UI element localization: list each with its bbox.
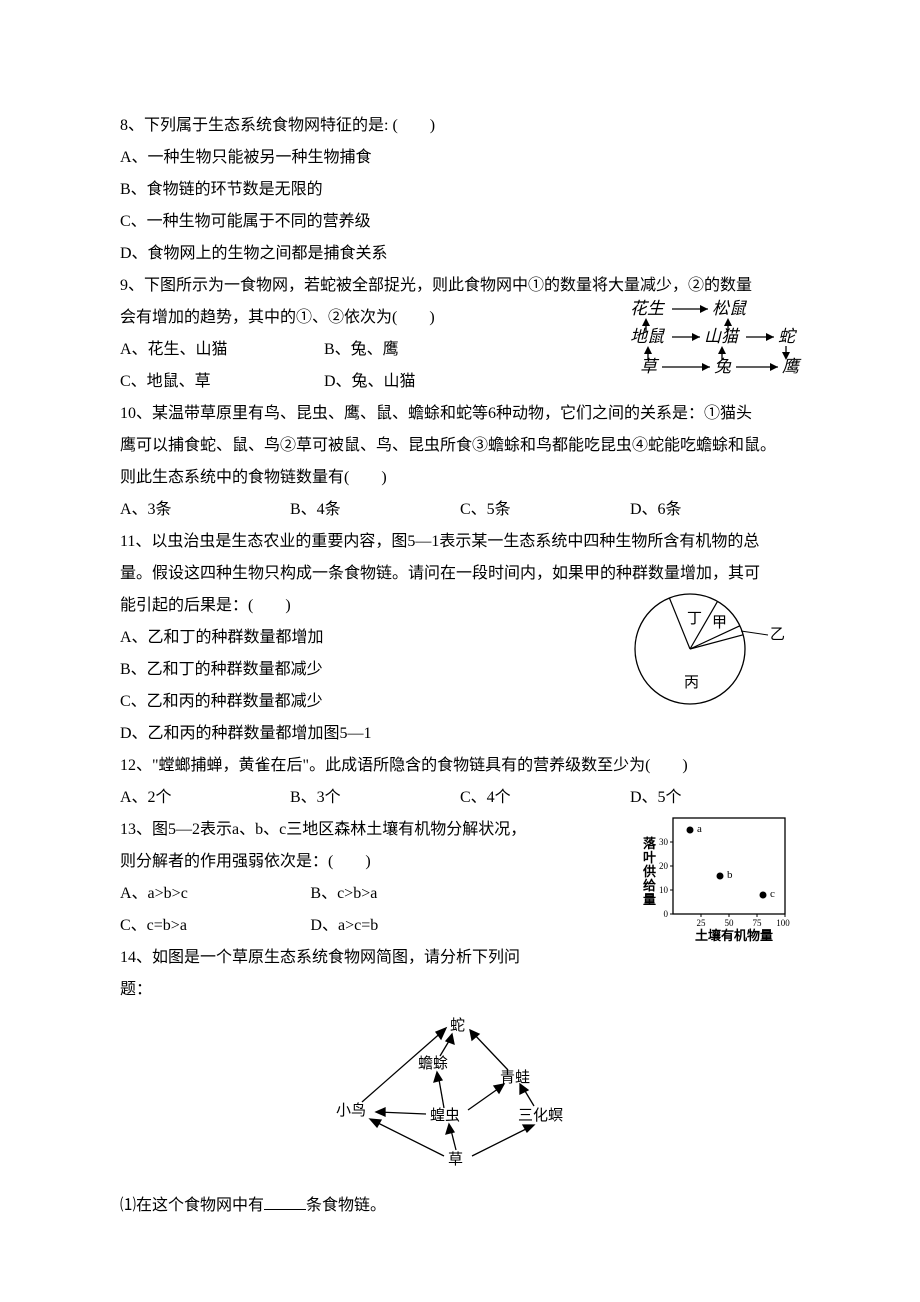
question-13: 13、图5—2表示a、b、c三地区森林土壤有机物分解状况， 则分解者的作用强弱依… — [120, 814, 800, 942]
q12-opt-b: B、3个 — [290, 782, 460, 814]
pie-label-ding: 丁 — [687, 611, 702, 627]
q9-foodweb-diagram: 花生 松鼠 地鼠 山猫 蛇 草 兔 — [600, 298, 800, 392]
svg-text:100: 100 — [776, 918, 790, 928]
q10-stem-2: 鹰可以捕食蛇、鼠、鸟②草可被鼠、鸟、昆虫所食③蟾蜍和鸟都能吃昆虫④蛇能吃蟾蜍和鼠… — [120, 430, 800, 462]
q13-opt-a: A、a>b>c — [120, 878, 310, 910]
q14-foodweb-diagram: 蛇 蟾蜍 青蛙 小鸟 蝗虫 三化螟 草 — [120, 1012, 800, 1184]
svg-text:25: 25 — [697, 918, 707, 928]
q9-opt-b: B、兔、鹰 — [324, 334, 528, 366]
question-11: 11、以虫治虫是生态农业的重要内容，图5—1表示某一生态系统中四种生物所含有机物… — [120, 526, 800, 750]
node-huangchong: 蝗虫 — [430, 1107, 460, 1124]
node-she: 蛇 — [450, 1017, 465, 1034]
q11-opt-c: C、乙和丙的种群数量都减少 — [120, 686, 528, 718]
pie-label-yi: 乙 — [770, 627, 785, 643]
q8-opt-d: D、食物网上的生物之间都是捕食关系 — [120, 238, 800, 270]
q14-sub1-after: 条食物链。 — [306, 1197, 386, 1214]
q13-options-row2: C、c=b>a D、a>c=b — [120, 910, 501, 942]
svg-text:75: 75 — [753, 918, 763, 928]
q8-options: A、一种生物只能被另一种生物捕食 B、食物链的环节数是无限的 C、一种生物可能属… — [120, 142, 800, 270]
node-chanchu: 蟾蜍 — [418, 1055, 448, 1072]
svg-text:叶: 叶 — [643, 850, 656, 865]
q8-opt-b: B、食物链的环节数是无限的 — [120, 174, 800, 206]
q8-opt-a: A、一种生物只能被另一种生物捕食 — [120, 142, 800, 174]
q10-opt-b: B、4条 — [290, 494, 460, 526]
question-14: 14、如图是一个草原生态系统食物网简图，请分析下列问 题： 蛇 蟾蜍 青蛙 小鸟… — [120, 942, 800, 1222]
pie-label-bing: 丙 — [684, 675, 699, 691]
q10-opt-c: C、5条 — [460, 494, 630, 526]
node-sanhuaming: 三化螟 — [518, 1107, 563, 1124]
question-10: 10、某温带草原里有鸟、昆虫、鹰、鼠、蟾蜍和蛇等6种动物，它们之间的关系是：①猫… — [120, 398, 800, 526]
node-cao: 草 — [448, 1151, 463, 1168]
node-peanut: 花生 — [630, 299, 666, 318]
q9-options-row2: C、地鼠、草 D、兔、山猫 — [120, 366, 528, 398]
q13-xlabel: 土壤有机物量 — [695, 928, 773, 943]
svg-text:供: 供 — [642, 864, 656, 879]
q11-opt-b: B、乙和丁的种群数量都减少 — [120, 654, 528, 686]
svg-text:落: 落 — [643, 836, 657, 851]
q12-opt-a: A、2个 — [120, 782, 290, 814]
q9-opt-d: D、兔、山猫 — [324, 366, 528, 398]
q10-opt-a: A、3条 — [120, 494, 290, 526]
q10-options: A、3条 B、4条 C、5条 D、6条 — [120, 494, 800, 526]
q10-opt-d: D、6条 — [630, 494, 800, 526]
svg-text:30: 30 — [659, 837, 669, 847]
q14-sub1-before: ⑴在这个食物网中有 — [120, 1197, 264, 1214]
node-rabbit: 兔 — [714, 357, 732, 376]
q9-opt-c: C、地鼠、草 — [120, 366, 324, 398]
pie-label-jia: 甲 — [712, 615, 727, 631]
question-9: 9、下图所示为一食物网，若蛇被全部捉光，则此食物网中①的数量将大量减少，②的数量… — [120, 270, 800, 398]
q10-stem-1: 10、某温带草原里有鸟、昆虫、鹰、鼠、蟾蜍和蛇等6种动物，它们之间的关系是：①猫… — [120, 398, 800, 430]
svg-text:给: 给 — [643, 878, 656, 893]
q11-pie-chart: 丁 甲 丙 乙 — [620, 584, 790, 726]
q13-scatter-chart: 落 叶 供 给 量 0 10 20 30 — [635, 810, 800, 957]
q14-stem-2: 题： — [120, 974, 800, 1006]
node-squirrel: 松鼠 — [712, 299, 748, 318]
node-mole: 地鼠 — [630, 327, 666, 346]
q11-opt-a: A、乙和丁的种群数量都增加 — [120, 622, 528, 654]
svg-text:0: 0 — [664, 909, 669, 919]
svg-text:c: c — [770, 888, 775, 900]
q13-options-row1: A、a>b>c B、c>b>a — [120, 878, 501, 910]
q8-opt-c: C、一种生物可能属于不同的营养级 — [120, 206, 800, 238]
node-wildcat: 山猫 — [704, 327, 741, 346]
svg-text:50: 50 — [725, 918, 735, 928]
svg-text:a: a — [697, 823, 702, 835]
q8-stem: 8、下列属于生态系统食物网特征的是: ( ) — [120, 110, 800, 142]
q9-options-row1: A、花生、山猫 B、兔、鹰 — [120, 334, 528, 366]
svg-text:20: 20 — [659, 861, 669, 871]
question-12: 12、"螳螂捕蝉，黄雀在后"。此成语所隐含的食物链具有的营养级数至少为( ) A… — [120, 750, 800, 814]
node-grass: 草 — [640, 357, 660, 376]
svg-text:b: b — [727, 869, 733, 881]
q11-stem-1: 11、以虫治虫是生态农业的重要内容，图5—1表示某一生态系统中四种生物所含有机物… — [120, 526, 800, 558]
q13-opt-c: C、c=b>a — [120, 910, 310, 942]
q12-opt-c: C、4个 — [460, 782, 630, 814]
svg-text:量: 量 — [643, 892, 656, 907]
q14-sub1: ⑴在这个食物网中有 条食物链。 — [120, 1190, 800, 1222]
q11-options: A、乙和丁的种群数量都增加 B、乙和丁的种群数量都减少 C、乙和丙的种群数量都减… — [120, 622, 528, 750]
q10-stem-3: 则此生态系统中的食物链数量有( ) — [120, 462, 800, 494]
node-xiaoniao: 小鸟 — [336, 1102, 366, 1119]
question-8: 8、下列属于生态系统食物网特征的是: ( ) A、一种生物只能被另一种生物捕食 … — [120, 110, 800, 270]
q9-opt-a: A、花生、山猫 — [120, 334, 324, 366]
svg-text:10: 10 — [659, 885, 669, 895]
node-snake: 蛇 — [778, 327, 798, 346]
q11-opt-d: D、乙和丙的种群数量都增加图5—1 — [120, 718, 528, 750]
blank-field[interactable] — [264, 1194, 306, 1210]
q13-opt-b: B、c>b>a — [310, 878, 500, 910]
q12-stem: 12、"螳螂捕蝉，黄雀在后"。此成语所隐含的食物链具有的营养级数至少为( ) — [120, 750, 800, 782]
node-eagle: 鹰 — [782, 357, 802, 376]
q13-opt-d: D、a>c=b — [310, 910, 500, 942]
